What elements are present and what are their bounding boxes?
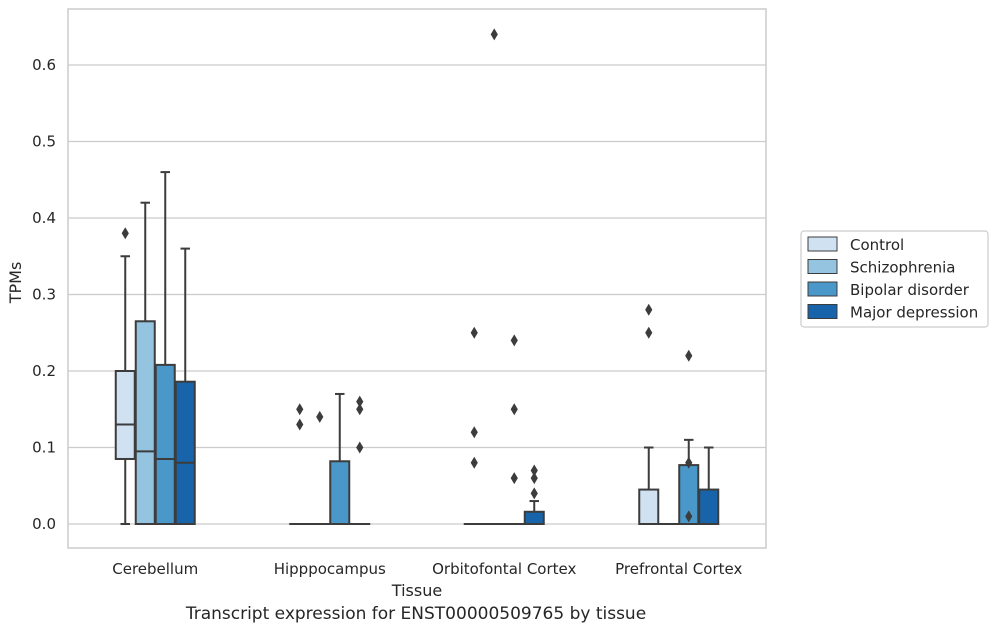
x-tick-label: Prefrontal Cortex	[615, 560, 742, 578]
legend: Control Schizophrenia Bipolar disorder Majo…	[801, 231, 988, 327]
box-body	[525, 512, 544, 524]
y-tick-label: 0.2	[32, 362, 56, 380]
x-axis-label: Tissue	[391, 581, 442, 600]
legend-swatch	[808, 260, 837, 274]
box-body	[136, 321, 155, 524]
x-tick-label: Hipppocampus	[274, 560, 386, 578]
legend-label: Control	[850, 236, 904, 254]
legend-swatch	[808, 282, 837, 296]
y-tick-label: 0.4	[32, 209, 56, 227]
legend-swatch	[808, 237, 837, 251]
box-body	[176, 382, 195, 524]
legend-swatch	[808, 305, 837, 319]
y-tick-label: 0.5	[32, 133, 56, 151]
figure-caption: Transcript expression for ENST0000050976…	[0, 604, 832, 624]
legend-label: Schizophrenia	[850, 259, 955, 277]
y-tick-label: 0.0	[32, 515, 56, 533]
legend-label: Bipolar disorder	[850, 281, 970, 299]
y-tick-label: 0.1	[32, 439, 56, 457]
box-body	[699, 490, 718, 524]
y-tick-label: 0.6	[32, 56, 56, 74]
x-tick-label: Cerebellum	[112, 560, 198, 578]
y-tick-label: 0.3	[32, 286, 56, 304]
x-tick-label: Orbitofontal Cortex	[432, 560, 576, 578]
box-body	[116, 371, 135, 459]
y-axis-label: TPMs	[6, 262, 25, 305]
box-body	[156, 365, 175, 524]
box-body	[639, 490, 658, 524]
legend-label: Major depression	[850, 304, 978, 322]
box-body	[330, 461, 349, 524]
